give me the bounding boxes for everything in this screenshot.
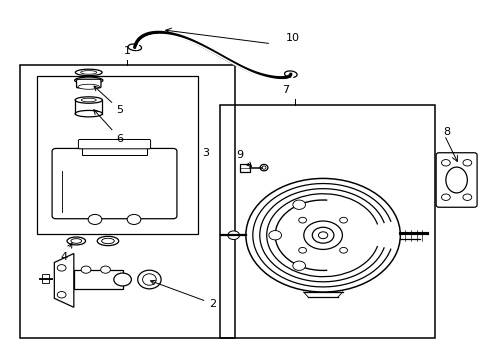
- FancyBboxPatch shape: [52, 148, 177, 219]
- Ellipse shape: [67, 237, 85, 245]
- Circle shape: [57, 292, 66, 298]
- Bar: [82, 144, 146, 155]
- Circle shape: [57, 265, 66, 271]
- Bar: [20, 65, 234, 338]
- Text: 3: 3: [202, 148, 208, 158]
- Circle shape: [114, 273, 131, 286]
- Circle shape: [462, 194, 471, 201]
- Bar: [42, 274, 49, 283]
- Text: 2: 2: [150, 280, 216, 309]
- Circle shape: [312, 227, 333, 243]
- Text: 9: 9: [236, 150, 251, 167]
- Circle shape: [462, 159, 471, 166]
- Text: 8: 8: [443, 127, 449, 136]
- Circle shape: [298, 217, 306, 223]
- Circle shape: [127, 215, 141, 225]
- Ellipse shape: [284, 71, 297, 77]
- Ellipse shape: [81, 71, 97, 74]
- Ellipse shape: [262, 166, 265, 169]
- Text: 10: 10: [285, 33, 300, 43]
- Text: 5: 5: [94, 86, 123, 115]
- Ellipse shape: [75, 97, 102, 103]
- Ellipse shape: [71, 239, 81, 243]
- Ellipse shape: [260, 165, 267, 171]
- Circle shape: [292, 200, 305, 210]
- Circle shape: [441, 159, 449, 166]
- FancyBboxPatch shape: [435, 153, 476, 207]
- Bar: [239, 164, 250, 172]
- Circle shape: [318, 232, 327, 239]
- FancyBboxPatch shape: [78, 139, 150, 149]
- Ellipse shape: [142, 274, 156, 285]
- Ellipse shape: [78, 84, 99, 89]
- FancyBboxPatch shape: [77, 79, 101, 88]
- Circle shape: [227, 231, 239, 239]
- Circle shape: [268, 230, 281, 240]
- Circle shape: [101, 266, 110, 273]
- Circle shape: [298, 247, 306, 253]
- Ellipse shape: [75, 111, 102, 117]
- Ellipse shape: [128, 44, 141, 51]
- Circle shape: [88, 215, 102, 225]
- Circle shape: [441, 194, 449, 201]
- Ellipse shape: [445, 167, 467, 193]
- Ellipse shape: [81, 98, 96, 102]
- Text: 4: 4: [61, 243, 72, 262]
- Circle shape: [339, 217, 347, 223]
- Polygon shape: [54, 253, 74, 307]
- Circle shape: [245, 179, 400, 292]
- Bar: [37, 76, 198, 234]
- Ellipse shape: [138, 270, 161, 289]
- Ellipse shape: [75, 69, 102, 76]
- Ellipse shape: [97, 236, 119, 246]
- Ellipse shape: [75, 77, 102, 84]
- Circle shape: [292, 261, 305, 270]
- Circle shape: [339, 247, 347, 253]
- Text: 1: 1: [124, 46, 131, 56]
- Bar: [220, 105, 434, 338]
- Circle shape: [303, 221, 342, 249]
- Bar: [74, 270, 122, 289]
- Circle shape: [81, 266, 91, 273]
- Text: 7: 7: [282, 85, 289, 95]
- Ellipse shape: [102, 238, 114, 244]
- Text: 6: 6: [94, 110, 123, 144]
